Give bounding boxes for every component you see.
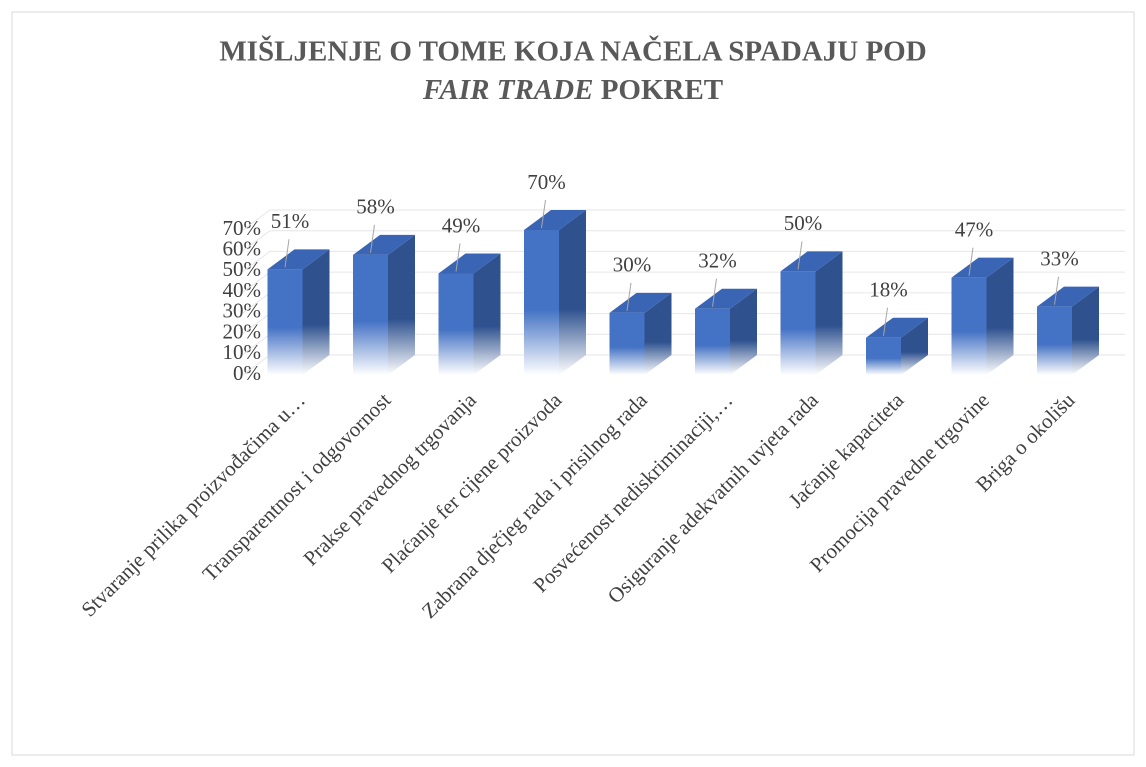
bar-top [780,251,843,272]
grid-line-side [242,313,271,334]
bar [353,234,415,375]
bar-side [559,210,586,375]
y-tick-label: 10% [223,340,262,364]
bar-side [730,288,757,375]
grid-line-side [242,209,271,231]
bar-top [695,288,757,309]
grid-line-side [242,292,271,314]
bar-front [267,269,303,375]
bar-side [473,253,501,375]
y-tick-label: 40% [223,278,262,302]
bar-front [438,273,474,375]
leader-line [797,241,803,270]
bar-side [986,257,1014,375]
data-label: 33% [1040,246,1079,270]
y-tick-label: 60% [223,237,262,261]
bar-top [438,253,501,274]
y-tick-label: 20% [223,319,262,343]
grid-line-side [242,271,271,293]
bar [695,288,757,375]
bar [438,253,501,375]
data-label: 30% [613,253,652,277]
x-tick-label: Promocija pravedne trgovine [805,388,994,577]
bar-front [609,312,645,375]
leader-line [541,199,546,229]
data-label: 58% [356,195,395,219]
chart-title-rest: POKRET [601,74,723,106]
leader-line [370,224,375,253]
bar-top [524,210,586,230]
data-label: 70% [527,170,566,194]
chart-title: FAIR TRADE POKRET [422,74,723,106]
grid-line-side [242,251,271,272]
bar-top [267,249,330,270]
bar-side [302,249,330,375]
bar [866,317,928,375]
data-label: 51% [271,209,310,233]
bar-side [1072,286,1099,375]
bar [267,249,330,375]
bar-side [388,234,415,375]
bar [951,257,1014,375]
chart-border [11,11,1135,756]
y-tick-label: 50% [223,257,262,281]
bar-top [866,317,928,338]
leader-line [455,243,461,272]
grid-line-side [242,230,271,252]
bar-front [524,230,559,375]
leader-line [968,247,974,276]
x-tick-label: Prakse pravednog trgovanja [298,387,481,570]
data-label: 49% [442,213,481,237]
leader-line [284,239,290,268]
y-tick-label: 30% [223,299,262,323]
x-tick-label: Plaćanje fer cijene proizvoda [377,387,567,577]
y-tick-label: 70% [223,216,262,240]
data-label: 50% [784,211,823,235]
grid-line-side [242,333,271,355]
bar-front [353,254,388,375]
data-label: 18% [869,278,908,302]
leader-line [712,278,717,307]
bar-top [609,292,672,313]
chart-title: MIŠLJENJE O TOME KOJA NAČELA SPADAJU POD [219,35,926,68]
leader-line [883,307,888,336]
bar-top [353,234,415,255]
bar [1037,286,1099,375]
grid-line-side [242,354,271,376]
leader-line [626,282,632,311]
data-label: 47% [955,217,994,241]
bar-front [1037,306,1072,375]
bar-top [951,257,1014,278]
bar [609,292,672,375]
bar-side [815,251,843,375]
bar-front [951,277,987,375]
bar-side [901,317,928,375]
data-label: 32% [698,249,737,273]
bar-front [695,308,730,375]
chart-title-italic: FAIR TRADE [422,74,594,106]
bar-side [644,292,672,375]
bar [524,210,586,375]
bar-front [780,271,816,375]
bar-top [1037,286,1099,307]
bar-front [866,337,901,375]
leader-line [1054,276,1059,305]
bar [780,251,843,375]
